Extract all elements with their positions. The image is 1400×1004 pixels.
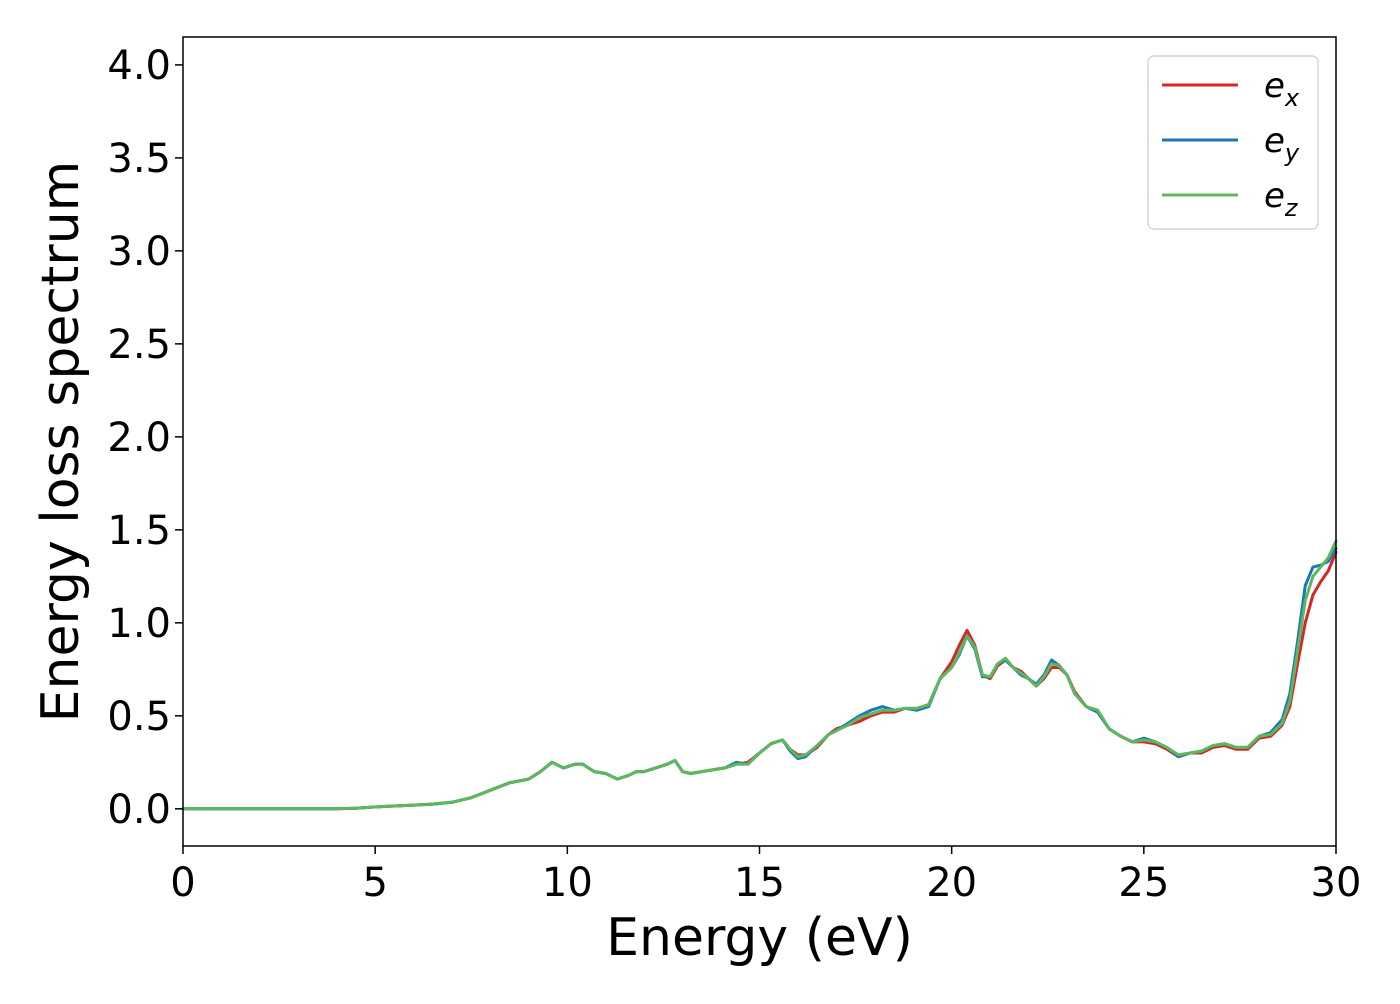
y-tick-label: 3.5 [107, 136, 171, 182]
x-tick-label: 25 [1118, 860, 1169, 906]
y-axis-label: Energy loss spectrum [31, 161, 91, 723]
x-axis: 0 5 10 15 20 25 30 [170, 846, 1361, 906]
y-tick-label: 1.0 [107, 601, 171, 647]
y-tick-label: 3.0 [107, 229, 171, 275]
legend-label: ez [1264, 176, 1299, 222]
x-tick-label: 15 [734, 860, 785, 906]
legend-box [1147, 55, 1319, 230]
legend-item-ez: ez [1162, 176, 1299, 222]
series-line-ey [181, 546, 1338, 811]
x-tick-label: 10 [542, 860, 593, 906]
y-tick-label: 0.0 [107, 787, 171, 833]
y-tick-label: 0.5 [107, 694, 171, 740]
series-layer [181, 539, 1338, 811]
y-tick-label: 2.0 [107, 415, 171, 461]
y-axis: 0.0 0.5 1.0 1.5 2.0 2.5 3.0 3.5 4.0 [107, 43, 183, 833]
x-tick-label: 30 [1311, 860, 1362, 906]
legend-label: ey [1264, 121, 1300, 167]
x-axis-label: Energy (eV) [606, 908, 913, 968]
legend-item-ex: ex [1162, 66, 1300, 112]
series-line-ez [181, 539, 1338, 811]
x-tick-label: 20 [926, 860, 977, 906]
series-line-ex [181, 550, 1338, 811]
x-tick-label: 5 [362, 860, 387, 906]
legend-item-ey: ey [1162, 121, 1300, 167]
y-tick-label: 1.5 [107, 508, 171, 554]
x-tick-label: 0 [170, 860, 195, 906]
legend: ex ey ez [1147, 55, 1319, 230]
legend-label: ex [1264, 66, 1300, 112]
y-tick-label: 4.0 [107, 43, 171, 89]
y-tick-label: 2.5 [107, 322, 171, 368]
